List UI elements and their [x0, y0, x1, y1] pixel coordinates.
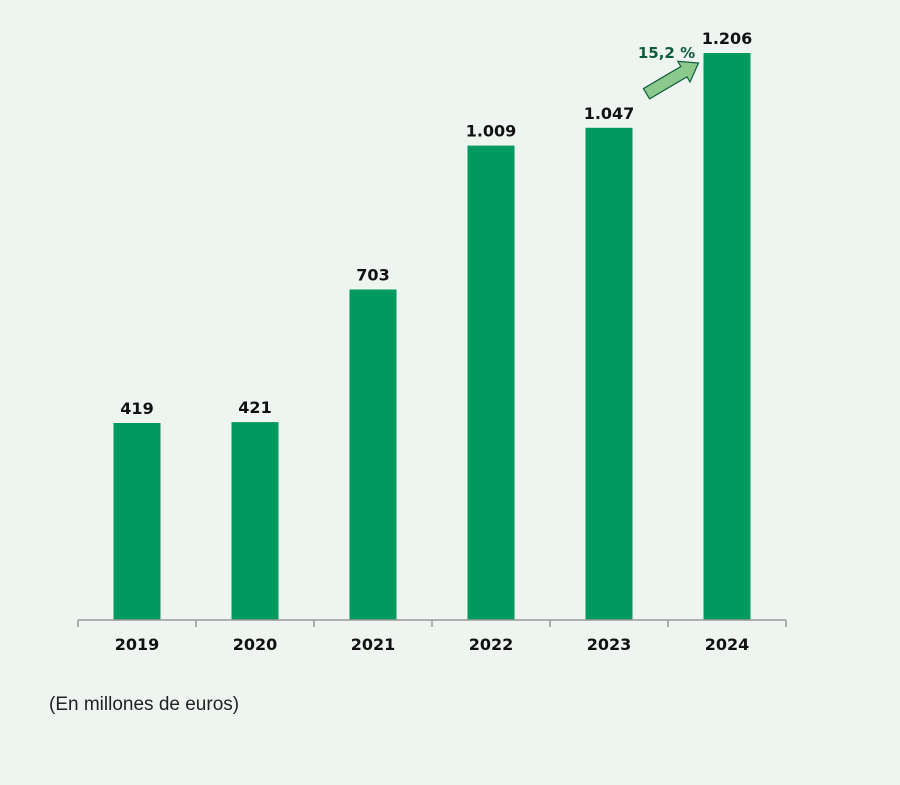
growth-arrow-icon [642, 60, 700, 100]
value-label-2024: 1.206 [702, 29, 753, 48]
value-label-2021: 703 [356, 266, 389, 285]
x-tick-label-2020: 2020 [233, 635, 278, 654]
value-label-2022: 1.009 [466, 122, 517, 141]
bar-2023 [585, 127, 633, 621]
x-tick-label-2019: 2019 [115, 635, 160, 654]
growth-percentage-label: 15,2 % [638, 44, 695, 62]
value-labels-group: 419 421 703 1.009 1.047 1.206 [120, 29, 752, 418]
x-tick-label-2021: 2021 [351, 635, 396, 654]
x-tick-labels-group: 2019 2020 2021 2022 2023 2024 [115, 635, 750, 654]
bar-2021 [349, 289, 397, 620]
bar-2022 [467, 145, 515, 620]
bars-group [113, 53, 751, 621]
value-label-2023: 1.047 [584, 104, 635, 123]
value-label-2019: 419 [120, 399, 153, 418]
x-tick-label-2024: 2024 [705, 635, 750, 654]
bar-2020 [231, 422, 279, 620]
growth-annotation: 15,2 % [638, 44, 700, 100]
bar-2024 [703, 53, 751, 620]
x-tick-label-2022: 2022 [469, 635, 514, 654]
x-axis [77, 619, 787, 627]
unit-note: (En millones de euros) [49, 694, 240, 715]
value-label-2020: 421 [238, 398, 271, 417]
bar-2019 [113, 423, 161, 620]
x-tick-label-2023: 2023 [587, 635, 632, 654]
